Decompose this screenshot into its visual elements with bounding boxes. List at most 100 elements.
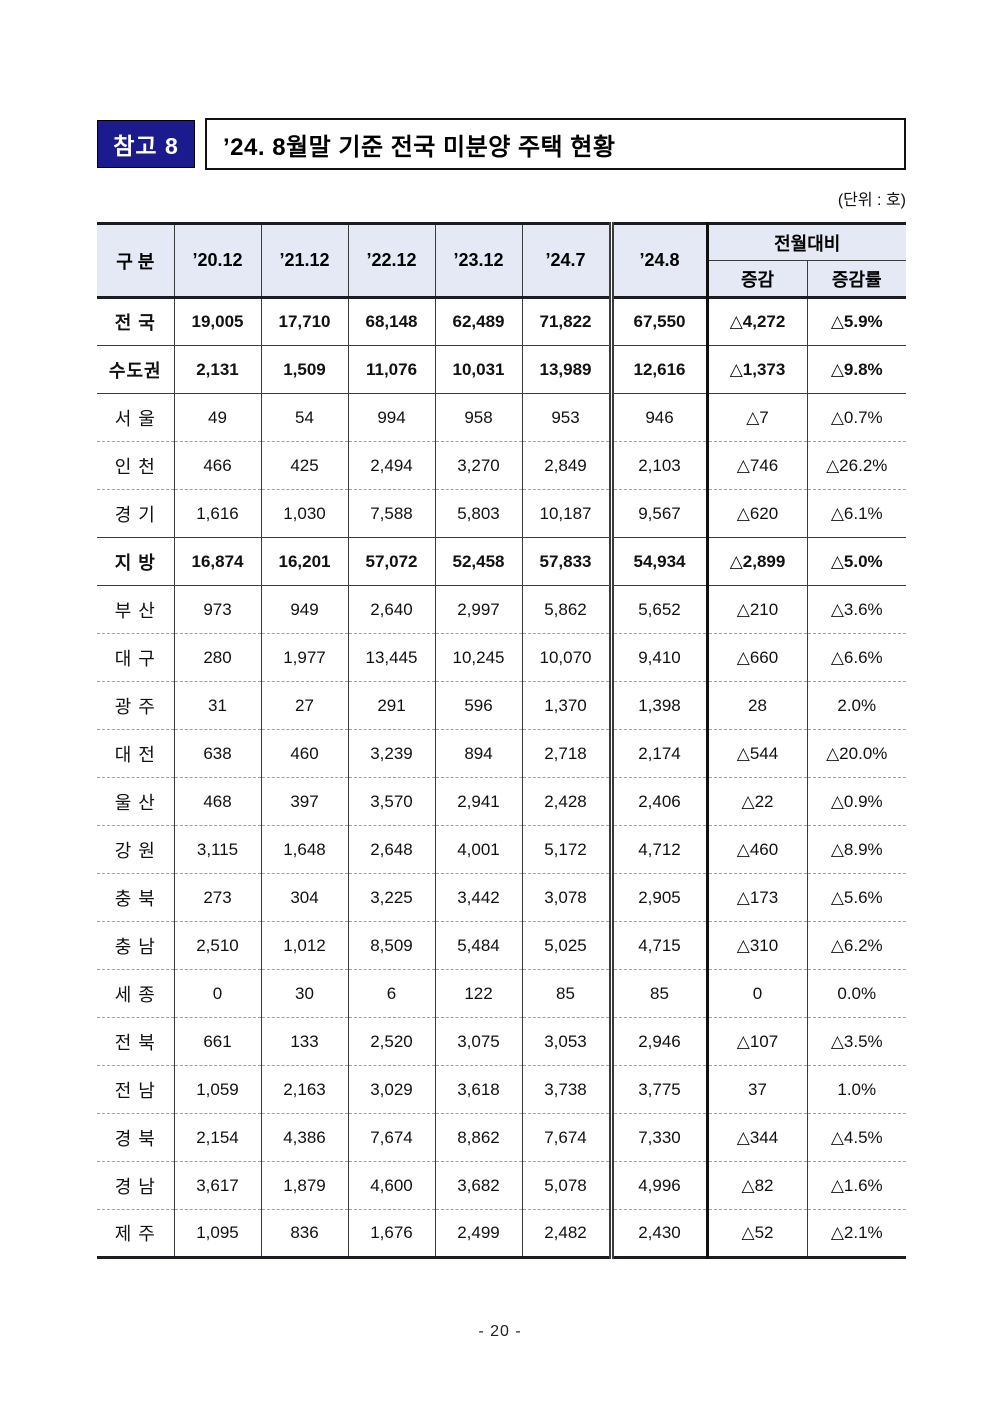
value-cell: 2.0% (837, 695, 877, 715)
value-cell: △5.9% (830, 312, 883, 331)
header-2312: ’23.12 (435, 223, 523, 298)
value-cell: 3,270 (435, 441, 523, 490)
value-cell: 946 (608, 393, 709, 442)
value-cell: △3.5% (830, 1031, 883, 1051)
value-cell: △20.0% (826, 743, 888, 763)
value-cell: 57,072 (348, 537, 436, 586)
value-cell: 466 (174, 441, 262, 490)
value-cell: 67,550 (608, 297, 709, 346)
region-label: 경 남 (97, 1161, 175, 1210)
value-cell: 949 (261, 585, 349, 634)
value-cell: 85 (608, 969, 709, 1018)
value-cell: 425 (261, 441, 349, 490)
value-cell: △7 (707, 393, 808, 442)
table-row: 울 산 468 397 3,570 2,941 2,428 2,406 △22 △0.9% (97, 777, 906, 826)
region-label: 경 기 (97, 489, 175, 538)
value-cell: 28 (707, 681, 808, 730)
value-cell: 71,822 (522, 297, 612, 346)
value-cell: △3.6% (830, 599, 883, 619)
value-cell: 1.0% (837, 1079, 877, 1099)
table-row: 전 국 19,005 17,710 68,148 62,489 71,822 67,550 △… (97, 297, 906, 346)
page-number: - 20 - (478, 1323, 522, 1340)
table-header: 구 분 ’20.12 ’21.12 ’22.12 ’23.12 ’24.7 ’2… (97, 223, 906, 298)
value-cell: △4.5% (830, 1127, 883, 1147)
table-row: 경 기 1,616 1,030 7,588 5,803 10,187 9,567 △620 △6… (97, 489, 906, 538)
table-row: 대 전 638 460 3,239 894 2,718 2,174 △544 △20.0% (97, 729, 906, 778)
value-cell: 62,489 (435, 297, 523, 346)
value-cell: △2.1% (830, 1223, 883, 1242)
value-cell: △22 (707, 777, 808, 826)
value-cell: 7,330 (608, 1113, 709, 1162)
value-cell: 54,934 (608, 537, 709, 586)
value-cell: 2,718 (522, 729, 612, 778)
value-cell: 2,482 (522, 1209, 612, 1258)
value-cell: 3,617 (174, 1161, 262, 1210)
value-cell: 2,163 (261, 1065, 349, 1114)
value-cell: 2,154 (174, 1113, 262, 1162)
value-cell: 3,775 (608, 1065, 709, 1114)
value-cell: 13,445 (348, 633, 436, 682)
value-cell: 5,484 (435, 921, 523, 970)
value-cell: 1,879 (261, 1161, 349, 1210)
region-label: 부 산 (97, 585, 175, 634)
value-cell: 3,075 (435, 1017, 523, 1066)
value-cell: 7,674 (348, 1113, 436, 1162)
unsold-housing-table: 구 분 ’20.12 ’21.12 ’22.12 ’23.12 ’24.7 ’2… (97, 222, 906, 1259)
value-cell: 5,652 (608, 585, 709, 634)
header-247: ’24.7 (522, 223, 612, 298)
value-cell: 5,078 (522, 1161, 612, 1210)
value-cell: 2,648 (348, 825, 436, 874)
value-cell: 31 (174, 681, 262, 730)
value-cell: 10,245 (435, 633, 523, 682)
value-cell: 4,386 (261, 1113, 349, 1162)
value-cell: 3,239 (348, 729, 436, 778)
value-cell: △746 (707, 441, 808, 490)
value-cell: 16,874 (174, 537, 262, 586)
region-label: 경 북 (97, 1113, 175, 1162)
table-row: 대 구 280 1,977 13,445 10,245 10,070 9,410 △660 △6… (97, 633, 906, 682)
value-cell: 3,078 (522, 873, 612, 922)
value-cell: △620 (707, 489, 808, 538)
value-cell: 973 (174, 585, 262, 634)
value-cell: 836 (261, 1209, 349, 1258)
table-row: 부 산 973 949 2,640 2,997 5,862 5,652 △210 △3.6% (97, 585, 906, 634)
value-cell: △2,899 (707, 537, 808, 586)
value-cell: △0.9% (830, 791, 883, 811)
value-cell: 638 (174, 729, 262, 778)
region-label: 전 남 (97, 1065, 175, 1114)
value-cell: △544 (707, 729, 808, 778)
value-cell: 7,674 (522, 1113, 612, 1162)
value-cell: △310 (707, 921, 808, 970)
value-cell: 2,428 (522, 777, 612, 826)
value-cell: △6.2% (830, 935, 883, 955)
table-row: 경 북 2,154 4,386 7,674 8,862 7,674 7,330 △344 △4.… (97, 1113, 906, 1162)
table-row: 전 북 661 133 2,520 3,075 3,053 2,946 △107 △3.5% (97, 1017, 906, 1066)
table-row: 인 천 466 425 2,494 3,270 2,849 2,103 △746 △26.2% (97, 441, 906, 490)
value-cell: 133 (261, 1017, 349, 1066)
table-row: 충 남 2,510 1,012 8,509 5,484 5,025 4,715 △310 △6.… (97, 921, 906, 970)
value-cell: 3,570 (348, 777, 436, 826)
value-cell: 19,005 (174, 297, 262, 346)
value-cell: △173 (707, 873, 808, 922)
unit-note: (단위 : 호) (837, 192, 906, 209)
region-label: 대 전 (97, 729, 175, 778)
value-cell: 13,989 (522, 345, 612, 394)
value-cell: 11,076 (348, 345, 436, 394)
value-cell: 460 (261, 729, 349, 778)
table-row: 강 원 3,115 1,648 2,648 4,001 5,172 4,712 △460 △8.… (97, 825, 906, 874)
value-cell: 7,588 (348, 489, 436, 538)
value-cell: 304 (261, 873, 349, 922)
value-cell: 1,676 (348, 1209, 436, 1258)
value-cell: 994 (348, 393, 436, 442)
value-cell: △660 (707, 633, 808, 682)
value-cell: △1.6% (830, 1175, 883, 1195)
value-cell: 2,849 (522, 441, 612, 490)
value-cell: 4,712 (608, 825, 709, 874)
region-label: 제 주 (97, 1209, 175, 1258)
value-cell: △8.9% (830, 839, 883, 859)
value-cell: 894 (435, 729, 523, 778)
value-cell: 1,030 (261, 489, 349, 538)
value-cell: 1,398 (608, 681, 709, 730)
table-row: 서 울 49 54 994 958 953 946 △7 △0.7% (97, 393, 906, 442)
